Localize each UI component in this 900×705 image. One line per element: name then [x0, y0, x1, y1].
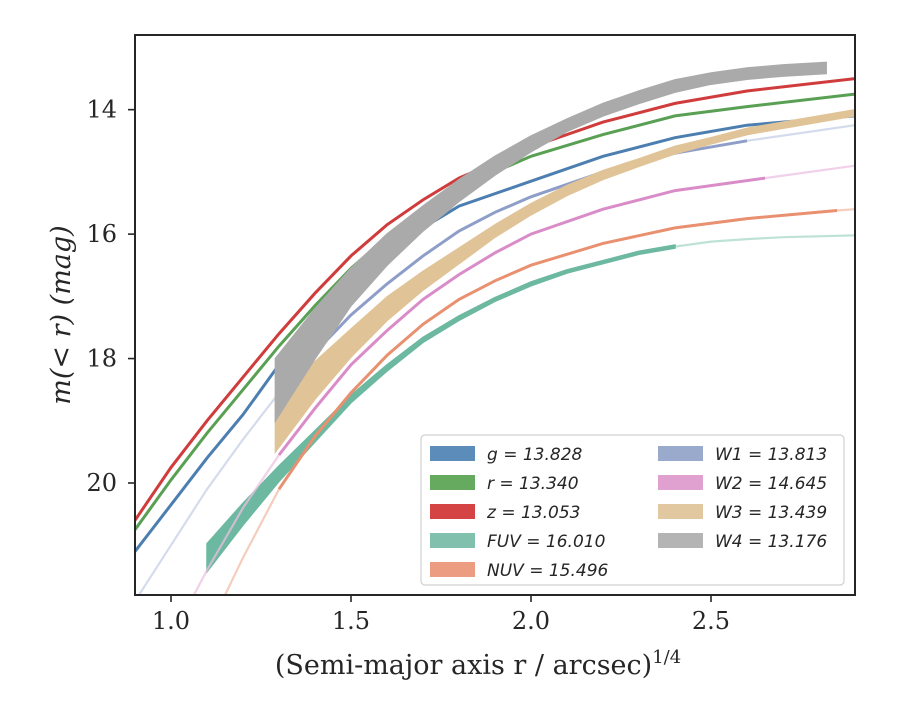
series-w4-band — [274, 61, 827, 424]
legend-item-w4: W4 = 13.176 — [658, 532, 827, 552]
x-tick-label: 2.5 — [692, 607, 730, 635]
series-w2-line — [277, 176, 766, 456]
legend-label: W4 = 13.176 — [715, 532, 827, 552]
legend-frame — [420, 434, 845, 586]
legend-item-fuv: FUV = 16.010 — [430, 532, 605, 552]
series-z-line — [135, 77, 855, 522]
series-w4 — [274, 61, 827, 424]
series-nuv — [224, 208, 855, 595]
series-nuv-line — [277, 209, 838, 491]
legend-item-w3: W3 = 13.439 — [658, 503, 827, 523]
legend-label: W3 = 13.439 — [715, 503, 827, 523]
y-tick-label: 16 — [86, 220, 117, 248]
x-axis-label-exponent: 1/4 — [652, 647, 681, 668]
legend-swatch — [430, 504, 475, 519]
plot-frame — [134, 34, 856, 596]
series-layer — [135, 61, 855, 595]
legend-label: NUV = 15.496 — [487, 561, 609, 581]
x-axis-label: (Semi-major axis r / arcsec)1/4 — [275, 647, 681, 681]
x-tick-label: 1.5 — [332, 607, 370, 635]
legend-label: r = 13.340 — [487, 474, 579, 494]
legend-item-z: z = 13.053 — [430, 503, 580, 523]
series-z — [135, 77, 855, 522]
series-w2-faded-line — [192, 164, 855, 595]
x-tick-label: 1.0 — [152, 607, 190, 635]
x-axis-label-text: (Semi-major axis r / arcsec) — [275, 650, 652, 681]
legend-item-w1: W1 = 13.813 — [658, 445, 827, 465]
series-w3-band — [274, 108, 855, 455]
legend-label: z = 13.053 — [486, 503, 580, 523]
y-tick-label: 14 — [86, 96, 117, 124]
x-tick-label: 2.0 — [512, 607, 550, 635]
legend-swatch — [658, 504, 703, 519]
legend-label: g = 13.828 — [487, 445, 583, 465]
legend-swatch — [430, 475, 475, 490]
legend: g = 13.828 r = 13.340 z = 13.053 FUV = 16.0… — [420, 434, 845, 586]
legend-swatch — [430, 446, 475, 461]
legend-label: FUV = 16.010 — [487, 532, 605, 552]
legend-swatch — [658, 446, 703, 461]
y-tick-label: 18 — [86, 345, 117, 373]
legend-swatch — [430, 533, 475, 548]
legend-item-w2: W2 = 14.645 — [658, 474, 827, 494]
y-axis-label: m(< r) (mag) — [46, 225, 77, 404]
legend-item-nuv: NUV = 15.496 — [430, 561, 609, 581]
x-axis-ticks: 1.0 1.5 2.0 2.5 — [152, 595, 730, 635]
y-tick-label: 20 — [86, 469, 117, 497]
series-w3 — [274, 108, 855, 455]
y-axis-ticks: 14 16 18 20 — [86, 96, 135, 497]
legend-label: W1 = 13.813 — [715, 445, 827, 465]
legend-swatch — [658, 533, 703, 548]
legend-swatch — [658, 475, 703, 490]
series-w2 — [192, 164, 855, 595]
legend-item-r: r = 13.340 — [430, 474, 579, 494]
legend-label: W2 = 14.645 — [715, 474, 827, 494]
series-fuv-band — [206, 244, 676, 574]
legend-swatch — [430, 562, 475, 577]
legend-item-g: g = 13.828 — [430, 445, 583, 465]
